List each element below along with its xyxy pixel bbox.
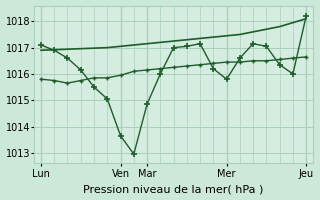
X-axis label: Pression niveau de la mer( hPa ): Pression niveau de la mer( hPa ): [84, 184, 264, 194]
